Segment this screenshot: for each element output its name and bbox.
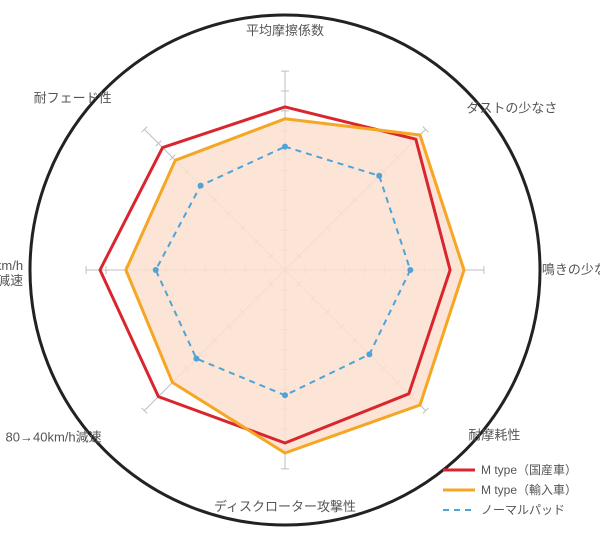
series-marker-normal [407,267,413,273]
series-marker-normal [282,144,288,150]
series-marker-normal [193,356,199,362]
axis-label: 耐摩耗性 [468,427,520,442]
series-marker-normal [366,351,372,357]
axis-label: ディスクローター攻撃性 [214,499,356,514]
axis-label: 平均摩擦係数 [246,23,324,38]
legend-label: ノーマルパッド [481,503,565,517]
legend-label: M type（国産車） [481,462,577,477]
legend-label: M type（輸入車） [481,482,577,497]
series-marker-normal [153,267,159,273]
axis-label: 耐フェード性 [34,91,112,106]
axis-label: ダストの少なさ [466,101,557,116]
series-marker-normal [376,173,382,179]
axis-label: 鳴きの少なさ [542,262,600,277]
radar-chart: 平均摩擦係数ダストの少なさ鳴きの少なさ耐摩耗性ディスクローター攻撃性 80→40k… [0,0,600,543]
series-marker-normal [198,183,204,189]
axis-label: 120→80km/h減速 [0,258,23,288]
axis-label: 80→40km/h減速 [6,429,102,444]
series-marker-normal [282,392,288,398]
